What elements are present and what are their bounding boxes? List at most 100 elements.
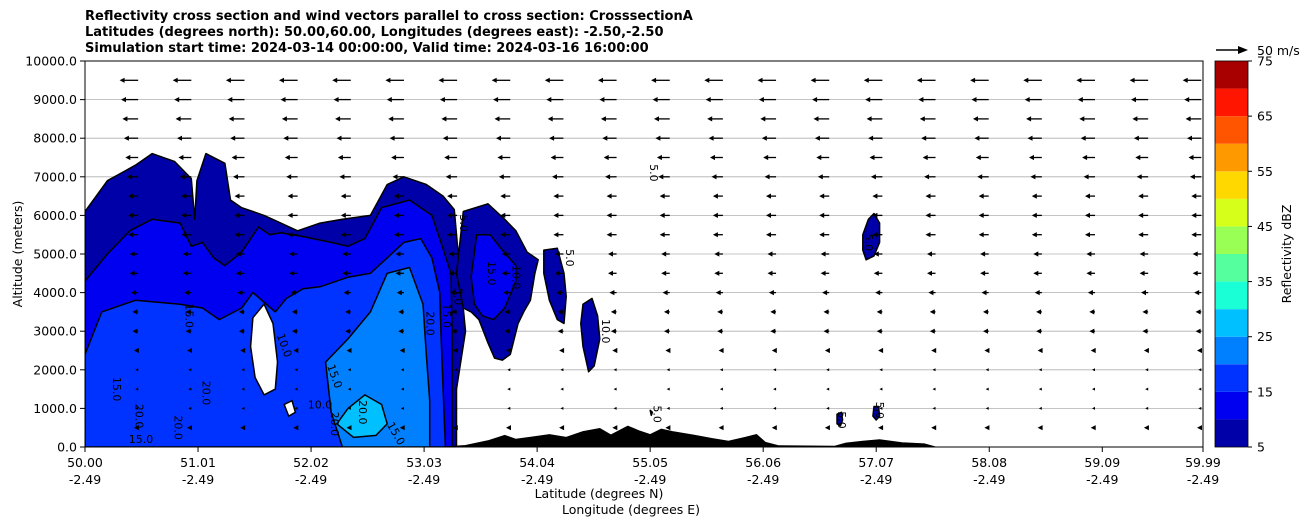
wind-vector-head [438, 77, 444, 83]
wind-vector [1145, 368, 1149, 372]
colorbar-swatch [1215, 281, 1248, 310]
wind-vector-head [179, 174, 185, 180]
wind-vector-head [870, 174, 876, 180]
wind-vector-head [339, 174, 345, 180]
contour-label: 20.0 [328, 412, 341, 437]
wind-vector-head [819, 232, 825, 238]
wind-vector-head [1184, 97, 1190, 103]
wind-vector [719, 406, 723, 410]
wind-vector-head [865, 97, 871, 103]
x-tick-label-longitude: -2.49 [182, 472, 214, 487]
wind-vector-head [868, 135, 874, 141]
wind-vector-head [651, 77, 657, 83]
wind-vector-head [916, 77, 922, 83]
wind-vector-head [605, 174, 611, 180]
wind-key: 50 m/s [1216, 43, 1300, 58]
wind-vector [454, 387, 458, 391]
wind-vector-head [389, 135, 395, 141]
wind-vector-head [928, 290, 934, 296]
wind-vector-head [918, 97, 924, 103]
colorbar-swatch [1215, 226, 1248, 254]
wind-vector-head [659, 193, 665, 199]
wind-vector-head [553, 232, 559, 238]
wind-vector [985, 387, 989, 391]
wind-vector-head [1083, 174, 1089, 180]
y-tick-label: 6000.0 [33, 208, 77, 223]
wind-vector-head [395, 270, 401, 276]
wind-vector-head [814, 135, 820, 141]
wind-vector [1092, 387, 1095, 391]
wind-vector-head [398, 328, 404, 334]
y-tick-label: 1000.0 [33, 401, 77, 416]
wind-vector-head [717, 328, 723, 334]
wind-vector-head [927, 270, 932, 276]
wind-vector-head [340, 212, 346, 218]
wind-vector [400, 368, 404, 372]
wind-vector-head [234, 193, 240, 199]
wind-vector-head [1087, 290, 1093, 296]
contour-label: 5.0 [873, 402, 886, 420]
y-tick-label: 9000.0 [33, 92, 77, 107]
wind-vector-head [712, 193, 718, 199]
contour-label: 5.0 [451, 288, 464, 306]
wind-vector-head [771, 347, 777, 354]
wind-vector-head [1086, 270, 1092, 276]
wind-vector-head [393, 232, 399, 238]
wind-vector-head [770, 309, 776, 315]
wind-vector-head [546, 97, 552, 103]
colorbar-swatch [1215, 88, 1248, 117]
reflectivity-region-5dbz [543, 247, 567, 325]
wind-vector-head [822, 290, 828, 296]
wind-vector-head [974, 135, 980, 141]
wind-vector-head [230, 135, 236, 141]
wind-vector-head [238, 309, 244, 315]
colorbar-swatch [1215, 419, 1248, 447]
wind-vector-head [819, 193, 825, 199]
wind-vector-head [820, 270, 826, 276]
wind-vector-head [399, 347, 405, 354]
wind-vector-head [122, 116, 128, 122]
wind-vector-head [125, 154, 131, 161]
wind-vector-head [172, 77, 178, 83]
wind-vector-head [760, 116, 766, 122]
contour-label: 20.0 [200, 381, 213, 406]
wind-vector [560, 406, 564, 410]
wind-vector-head [708, 135, 714, 141]
x-tick-label-longitude: -2.49 [634, 472, 666, 487]
wind-vector-head [873, 251, 879, 257]
wind-vector [507, 406, 511, 410]
wind-vector-head [506, 425, 511, 431]
wind-vector-head [599, 97, 605, 103]
reflectivity-fill [85, 152, 881, 447]
wind-vector [1038, 387, 1042, 391]
wind-vector-head [1079, 116, 1085, 122]
wind-vector-head [612, 425, 618, 431]
wind-vector-head [235, 251, 241, 257]
contour-label: 5.0 [563, 249, 576, 267]
wind-vector-head [878, 425, 884, 431]
contour-label: 20.0 [132, 404, 145, 429]
wind-vector-head [559, 347, 565, 354]
y-tick-label: 2000.0 [33, 362, 77, 377]
wind-vector-head [174, 97, 180, 103]
wind-vector-head [494, 116, 500, 122]
wind-vector-head [978, 193, 984, 199]
wind-vector [1038, 368, 1042, 372]
wind-vector [135, 368, 139, 372]
wind-vector-head [816, 154, 822, 161]
wind-vector [241, 368, 245, 372]
wind-vector-head [1090, 425, 1096, 431]
wind-vector-head [129, 270, 135, 276]
wind-vector-head [1030, 174, 1036, 180]
wind-vector-head [552, 174, 557, 180]
wind-vector-head [447, 232, 453, 238]
wind-vector-head [1191, 193, 1197, 199]
wind-vector-head [554, 270, 560, 276]
wind-vector-head [664, 328, 669, 334]
wind-vector-head [970, 77, 976, 83]
chart-title-line-1: Reflectivity cross section and wind vect… [85, 9, 693, 24]
wind-vector-head [396, 290, 402, 296]
wind-vector-head [445, 174, 451, 180]
wind-vector-head [1085, 232, 1090, 238]
x-axis-label-latitude: Latitude (degrees N) [535, 486, 664, 501]
